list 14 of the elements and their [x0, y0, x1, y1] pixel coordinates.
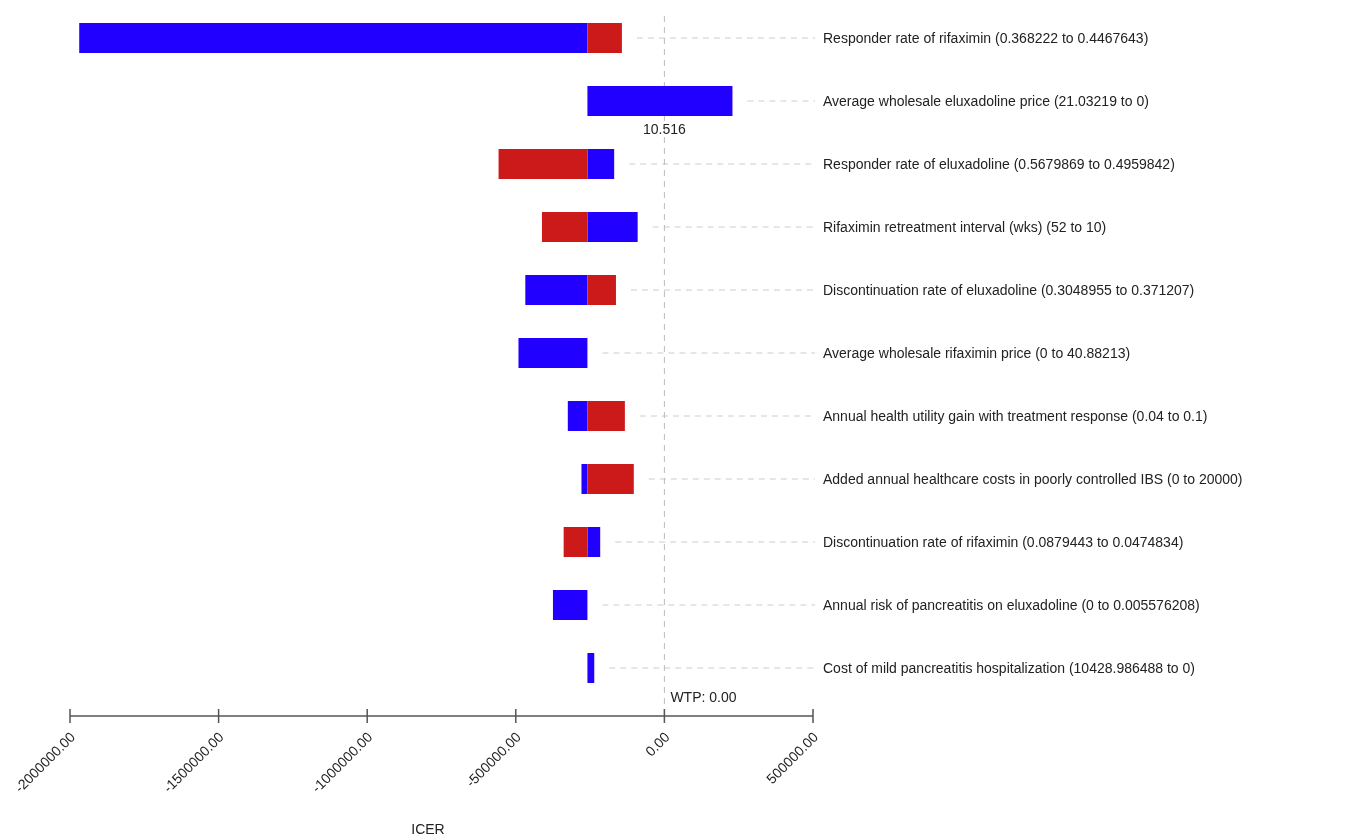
y-tick-label: Responder rate of rifaximin (0.368222 to 0.4467643): [823, 29, 1149, 46]
annotation: 10.516: [642, 121, 687, 137]
y-tick-label: Average wholesale rifaximin price (0 to 40.88213): [823, 344, 1131, 361]
y-tick-label: Responder rate of eluxadoline (0.5679869 to 0.4959842): [823, 155, 1175, 172]
y-tick-label: Discontinuation rate of rifaximin (0.0879443 to 0.0474834): [823, 533, 1184, 550]
y-tick-label: Annual risk of pancreatitis on eluxadoline (0 to 0.005576208): [823, 596, 1200, 613]
y-tick-label: Cost of mild pancreatitis hospitalization (10428.986488 to 0): [823, 659, 1195, 676]
y-tick-label: Annual health utility gain with treatment response (0.04 to 0.1): [823, 407, 1208, 424]
y-tick-label: Average wholesale eluxadoline price (21.03219 to 0): [823, 92, 1149, 109]
x-axis-title: ICER: [411, 821, 445, 837]
y-tick-label: Rifaximin retreatment interval (wks) (52 to 10): [823, 218, 1107, 235]
y-tick-label: Discontinuation rate of eluxadoline (0.3048955 to 0.371207): [823, 281, 1195, 298]
y-tick-label: Added annual healthcare costs in poorly controlled IBS (0 to 20000): [823, 470, 1243, 487]
ref-line-label: WTP: 0.00: [670, 689, 737, 705]
